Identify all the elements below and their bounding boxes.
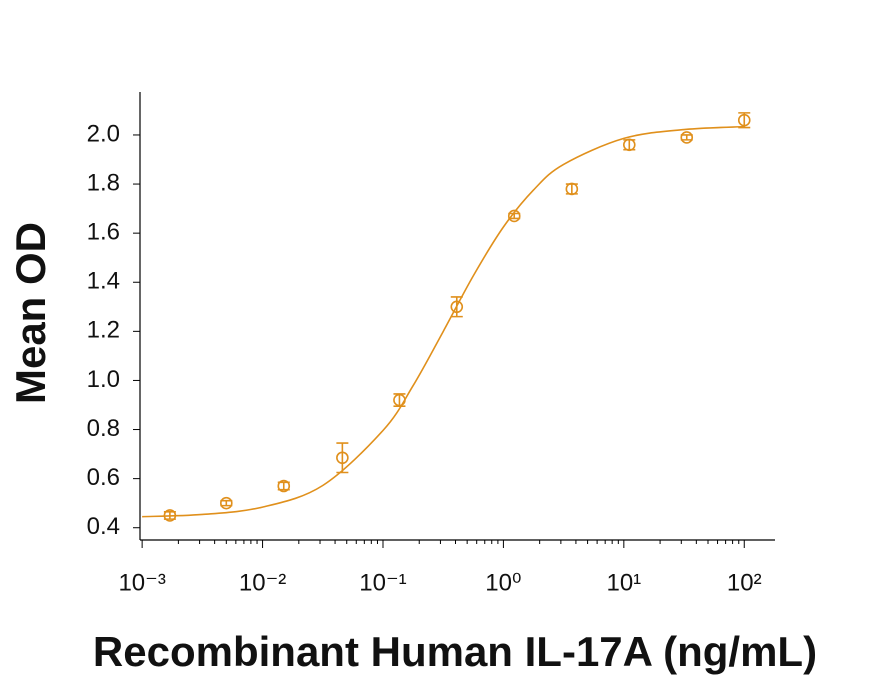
y-tick-label: 2.0 <box>87 120 120 147</box>
error-bar <box>450 296 463 318</box>
y-tick-label: 0.8 <box>87 415 120 442</box>
x-tick-label: 10¹ <box>606 569 641 596</box>
x-tick-label: 10⁻³ <box>118 569 165 596</box>
error-bar <box>336 442 349 474</box>
y-axis-title: Mean OD <box>7 222 54 404</box>
y-tick-label: 1.4 <box>87 268 120 295</box>
y-tick-label: 1.2 <box>87 317 120 344</box>
y-tick-label: 0.4 <box>87 513 120 540</box>
y-tick-label: 0.6 <box>87 464 120 491</box>
y-tick-label: 1.0 <box>87 366 120 393</box>
fit-curve <box>142 125 745 518</box>
data-point <box>507 209 521 223</box>
x-axis-title: Recombinant Human IL-17A (ng/mL) <box>93 628 817 675</box>
data-point <box>680 131 694 144</box>
data-point <box>277 479 291 493</box>
x-tick-label: 10² <box>727 569 762 596</box>
data-point <box>163 509 177 522</box>
data-point <box>622 138 636 152</box>
y-tick-label: 1.8 <box>87 169 120 196</box>
error-bar <box>680 134 693 141</box>
data-point <box>336 451 349 465</box>
data-point <box>393 393 406 407</box>
data-point <box>737 113 751 127</box>
x-tick-label: 10⁻¹ <box>359 569 406 596</box>
y-tick-label: 1.6 <box>87 218 120 245</box>
data-point <box>220 496 233 510</box>
x-tick-label: 10⁰ <box>485 569 521 596</box>
error-bar <box>508 212 521 220</box>
error-bar <box>220 499 233 507</box>
x-tick-label: 10⁻² <box>239 569 286 596</box>
data-point <box>565 182 579 196</box>
data-point <box>450 300 464 314</box>
